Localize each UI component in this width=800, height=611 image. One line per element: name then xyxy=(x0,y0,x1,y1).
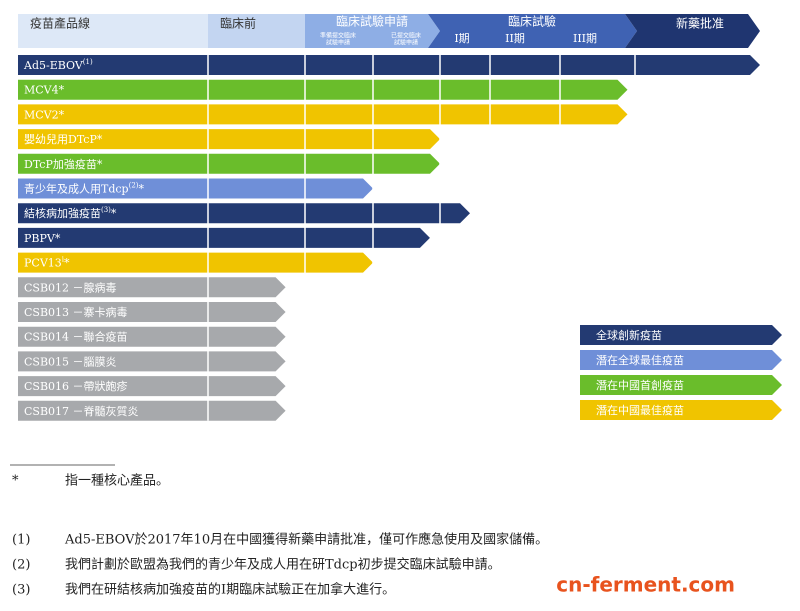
product-name: CSB016 －帶狀皰疹 xyxy=(24,379,128,393)
product-name-text: CSB017 －脊髓灰質炎 xyxy=(24,404,139,418)
footnote-ref: (2) xyxy=(129,182,139,190)
header-sublabel: 準備提交臨床 xyxy=(320,32,356,40)
progress-bar xyxy=(18,302,286,322)
header-label: 臨床試驗申請 xyxy=(336,14,408,29)
product-name: MCV2* xyxy=(24,108,65,121)
header-label: II期 xyxy=(505,32,525,45)
progress-bar xyxy=(18,376,286,397)
product-name-text: MCV2* xyxy=(24,108,65,121)
progress-bar xyxy=(18,326,286,347)
footnote-marker: (2) xyxy=(12,558,30,573)
product-name: CSB015 －腦膜炎 xyxy=(24,354,117,368)
progress-bar xyxy=(18,252,373,273)
footnote-ref: (3) xyxy=(101,206,111,214)
core-marker: * xyxy=(111,207,117,220)
legend-label: 潛在中國首創疫苗 xyxy=(596,378,684,392)
footnote-ref: (1) xyxy=(83,58,93,66)
progress-bar xyxy=(18,104,628,125)
product-name: 青少年及成人用Tdcp(2)* xyxy=(24,182,145,196)
progress-bar xyxy=(18,178,373,199)
product-name: CSB013 －寨卡病毒 xyxy=(24,305,128,319)
progress-bar xyxy=(18,55,760,75)
progress-bar xyxy=(18,79,628,100)
legend-label: 潛在全球最佳疫苗 xyxy=(596,353,684,367)
watermark: cn-ferment.com xyxy=(556,573,735,597)
product-name: 結核病加強疫苗(3)* xyxy=(24,206,117,220)
legend-swatch xyxy=(580,325,782,345)
progress-bar xyxy=(18,351,286,372)
footnote-marker: (1) xyxy=(12,533,30,548)
product-name-text: CSB015 －腦膜炎 xyxy=(24,354,117,368)
product-name: PBPV* xyxy=(24,232,61,245)
progress-bar xyxy=(18,153,440,174)
product-name-text: PCV13 xyxy=(24,257,62,270)
product-name: CSB014 －聯合疫苗 xyxy=(24,330,128,344)
progress-bar xyxy=(18,227,430,248)
header-label: 臨床前 xyxy=(220,16,256,31)
product-name: DTcP加強疫苗* xyxy=(24,157,103,171)
legend-swatch xyxy=(580,375,782,395)
legend-swatch xyxy=(580,350,782,370)
core-marker: * xyxy=(64,257,70,270)
product-name: CSB017 －脊髓灰質炎 xyxy=(24,404,139,418)
legend-label: 全球創新疫苗 xyxy=(596,328,662,342)
footnote-ref: i xyxy=(62,256,65,264)
product-name-text: DTcP加強疫苗* xyxy=(24,157,103,171)
product-name-text: CSB012 －腺病毒 xyxy=(24,280,117,294)
footnote-text: 我們在研結核病加強疫苗的I期臨床試驗正在加拿大進行。 xyxy=(65,582,395,598)
product-name-text: PBPV* xyxy=(24,232,61,245)
core-marker: * xyxy=(139,183,145,196)
header-label: 臨床試驗 xyxy=(508,14,556,29)
header-cell xyxy=(18,14,208,48)
product-name-text: CSB013 －寨卡病毒 xyxy=(24,305,128,319)
product-name: CSB012 －腺病毒 xyxy=(24,280,117,294)
footnote-marker: (3) xyxy=(12,583,30,598)
header-cell xyxy=(305,14,440,48)
header-sublabel: 試驗申請 xyxy=(394,39,418,47)
header-label: 新藥批准 xyxy=(676,16,724,31)
header-sublabel: 已提交臨床 xyxy=(391,32,421,40)
product-name-text: 結核病加強疫苗 xyxy=(24,206,101,220)
product-name: Ad5-EBOV(1) xyxy=(23,58,93,72)
product-name-text: 嬰幼兒用DTcP* xyxy=(24,133,103,146)
legend-label: 潛在中國最佳疫苗 xyxy=(596,403,684,417)
header-cell xyxy=(208,14,305,48)
product-name-text: CSB014 －聯合疫苗 xyxy=(24,330,128,344)
product-name: MCV4* xyxy=(24,84,65,97)
product-name: 嬰幼兒用DTcP* xyxy=(24,133,103,146)
product-name-text: 青少年及成人用Tdcp xyxy=(24,182,129,196)
product-name-text: MCV4* xyxy=(24,84,65,97)
header-label: 疫苗產品線 xyxy=(30,16,90,31)
footnote-text: 指一種核心產品。 xyxy=(65,473,169,489)
header-sublabel: 試驗申請 xyxy=(326,39,350,47)
header-label: I期 xyxy=(454,32,469,45)
legend-swatch xyxy=(580,400,782,420)
product-name-text: CSB016 －帶狀皰疹 xyxy=(24,379,128,393)
footnote-text: Ad5-EBOV於2017年10月在中國獲得新藥申請批准，僅可作應急使用及國家儲… xyxy=(64,532,548,548)
product-name: PCV13i* xyxy=(24,256,70,270)
product-name-text: Ad5-EBOV xyxy=(23,59,84,72)
header-cell xyxy=(428,14,637,48)
footnote-marker: * xyxy=(12,474,19,489)
progress-bar xyxy=(18,203,470,224)
footnote-text: 我們計劃於歐盟為我們的青少年及成人用在研Tdcp初步提交臨床試驗申請。 xyxy=(65,557,501,573)
progress-bar xyxy=(18,400,286,421)
header-cell xyxy=(625,14,760,48)
progress-bar xyxy=(18,277,286,298)
header-label: III期 xyxy=(573,32,597,45)
progress-bar xyxy=(18,129,440,150)
